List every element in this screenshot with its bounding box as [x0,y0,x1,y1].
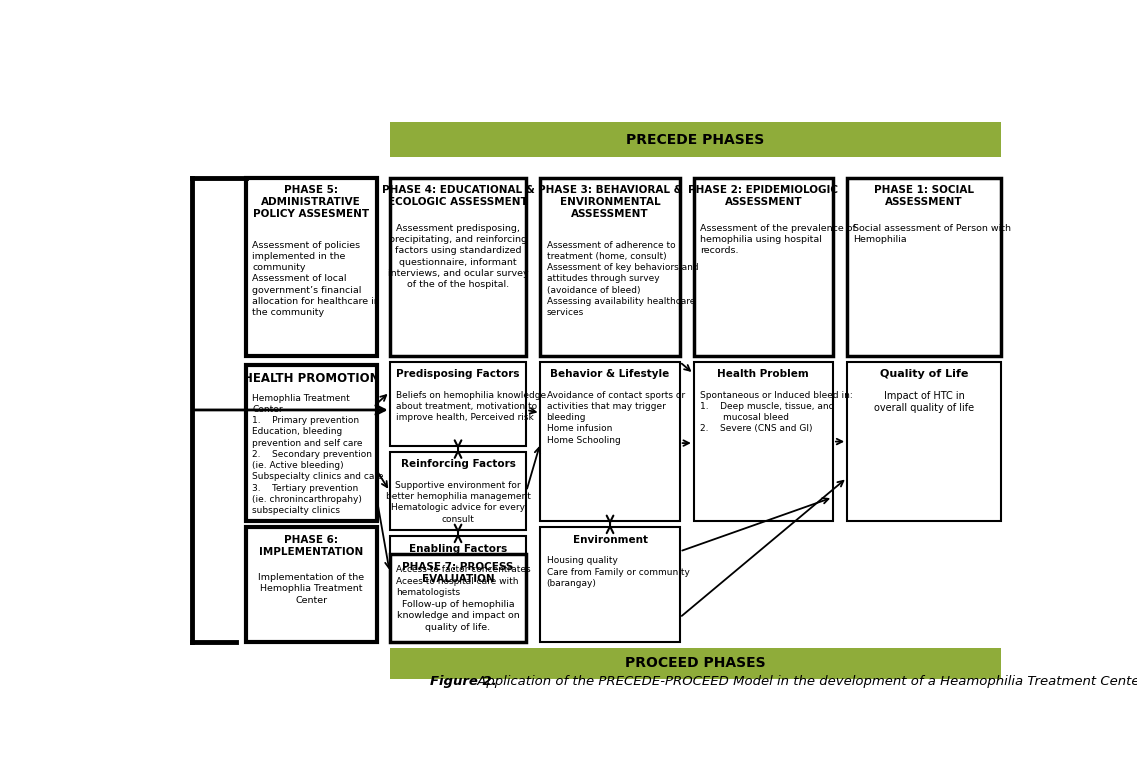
FancyBboxPatch shape [847,178,1002,356]
FancyBboxPatch shape [694,362,833,522]
Text: Application of the PRECEDE-PROCEED Model in the development of a Heamophilia Tre: Application of the PRECEDE-PROCEED Model… [473,675,1137,687]
Text: Implementation of the
Hemophlia Treatment
Center: Implementation of the Hemophlia Treatmen… [258,573,364,604]
Text: Assessment predisposing,
precipitating, and reinforcing
factors using standardiz: Assessment predisposing, precipitating, … [388,224,529,289]
FancyBboxPatch shape [390,122,1002,157]
Text: Spontaneous or Induced bleed in:
1.    Deep muscle, tissue, and
        mucosal : Spontaneous or Induced bleed in: 1. Deep… [700,391,853,433]
Text: Assessment of adherence to
treatment (home, consult)
Assessment of key behaviors: Assessment of adherence to treatment (ho… [547,241,698,317]
Text: Figure 2.: Figure 2. [430,675,497,687]
Text: PHASE 5:
ADMINISTRATIVE
POLICY ASSESMENT: PHASE 5: ADMINISTRATIVE POLICY ASSESMENT [254,185,370,220]
FancyBboxPatch shape [540,527,680,642]
Text: PHASE 6:
IMPLEMENTATION: PHASE 6: IMPLEMENTATION [259,535,364,557]
Text: PHASE 4: EDUCATIONAL &
ECOLOGIC ASSESSMENT: PHASE 4: EDUCATIONAL & ECOLOGIC ASSESSME… [382,185,534,207]
Text: Avoidance of contact sports or
activities that may trigger
bleeding
Home infusio: Avoidance of contact sports or activitie… [547,391,684,445]
Text: Quality of Life: Quality of Life [880,369,969,379]
Text: Behavior & Lifestyle: Behavior & Lifestyle [550,369,670,379]
Text: Health Problem: Health Problem [717,369,810,379]
Text: PHASE 3: BEHAVIORAL &
ENVIRONMENTAL
ASSESSMENT: PHASE 3: BEHAVIORAL & ENVIRONMENTAL ASSE… [538,185,682,220]
Text: Assessment of policies
implemented in the
community
Assessment of local
governme: Assessment of policies implemented in th… [252,241,380,317]
Text: Supportive environment for
better hemophilia management
Hematologic advice for e: Supportive environment for better hemoph… [385,481,531,524]
Text: PHASE 7: PROCESS
EVALUATION: PHASE 7: PROCESS EVALUATION [402,561,514,583]
FancyBboxPatch shape [246,178,376,356]
Text: Reinforcing Factors: Reinforcing Factors [400,459,515,469]
Text: Follow-up of hemophilia
knowledge and impact on
quality of life.: Follow-up of hemophilia knowledge and im… [397,601,520,632]
FancyBboxPatch shape [246,364,376,522]
Text: PROCEED PHASES: PROCEED PHASES [625,656,766,670]
Text: Access to factor concentrates
Acees to hospital care with
hematologists: Access to factor concentrates Acees to h… [396,565,531,597]
Text: Hemophlia Treatment
Center
1.    Primary prevention
Education, bleeding
preventi: Hemophlia Treatment Center 1. Primary pr… [252,393,384,515]
FancyBboxPatch shape [390,536,526,608]
Text: Impact of HTC in
overall quality of life: Impact of HTC in overall quality of life [874,391,974,413]
FancyBboxPatch shape [246,527,376,642]
FancyBboxPatch shape [390,452,526,530]
FancyBboxPatch shape [390,647,1002,679]
FancyBboxPatch shape [390,178,526,356]
FancyBboxPatch shape [390,362,526,446]
FancyBboxPatch shape [390,554,526,642]
FancyBboxPatch shape [694,178,833,356]
Text: PHASE 1: SOCIAL
ASSESSMENT: PHASE 1: SOCIAL ASSESSMENT [874,185,974,207]
Text: Beliefs on hemophilia knowledge
about treatment, motivation to
improve health, P: Beliefs on hemophilia knowledge about tr… [396,391,546,422]
Text: Environment: Environment [573,535,648,544]
FancyBboxPatch shape [540,178,680,356]
Text: Assessment of the prevalence of
hemophilia using hospital
records.: Assessment of the prevalence of hemophil… [700,224,856,256]
Text: Predisposing Factors: Predisposing Factors [397,369,520,379]
Text: PHASE 2: EPIDEMIOLOGIC
ASSESSMENT: PHASE 2: EPIDEMIOLOGIC ASSESSMENT [688,185,838,207]
Text: Social assessment of Person with
Hemophilia: Social assessment of Person with Hemophi… [853,224,1011,244]
Text: Enabling Factors: Enabling Factors [409,543,507,554]
FancyBboxPatch shape [540,362,680,522]
FancyBboxPatch shape [847,362,1002,522]
Text: PRECEDE PHASES: PRECEDE PHASES [626,133,764,146]
Text: HEALTH PROMOTION: HEALTH PROMOTION [243,372,380,385]
Text: Housing quality
Care from Family or community
(barangay): Housing quality Care from Family or comm… [547,556,689,588]
